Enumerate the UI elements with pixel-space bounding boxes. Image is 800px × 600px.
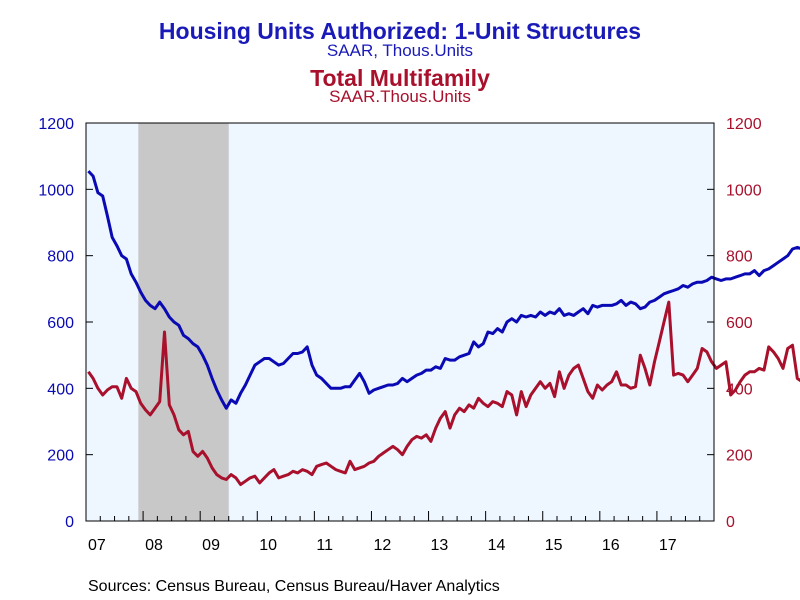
source-note: Sources: Census Bureau, Census Bureau/Ha… xyxy=(88,578,500,595)
x-tick-label: 15 xyxy=(545,537,563,554)
x-tick-label: 16 xyxy=(602,537,620,554)
x-tick-label: 14 xyxy=(488,537,506,554)
x-tick-label: 08 xyxy=(145,537,163,554)
series-line-multifamily xyxy=(87,300,800,486)
series-line-1unit xyxy=(87,170,800,410)
y-left-tick-label: 800 xyxy=(47,249,74,266)
y-left-tick-label: 400 xyxy=(47,381,74,398)
y-left-tick-label: 600 xyxy=(47,315,74,332)
y-left-tick-label: 200 xyxy=(47,448,74,465)
plot-frame xyxy=(85,122,715,522)
y-right-tick-label: 600 xyxy=(726,315,753,332)
x-tick-label: 10 xyxy=(259,537,277,554)
chart-subtitle: SAAR, Thous.Units xyxy=(326,41,474,60)
y-left-tick-label: 1200 xyxy=(38,116,74,133)
y-right-tick-label: 1200 xyxy=(726,116,762,133)
x-tick-label: 09 xyxy=(202,537,220,554)
y-right-tick-label: 1000 xyxy=(726,182,762,199)
y-right-tick-label: 0 xyxy=(726,514,735,531)
y-left-tick-label: 0 xyxy=(65,514,74,531)
y-right-tick-label: 200 xyxy=(726,448,753,465)
chart-title: Housing Units Authorized: 1-Unit Structu… xyxy=(158,18,642,44)
x-tick-label: 11 xyxy=(316,537,333,554)
chart-title-secondary: Total Multifamily xyxy=(310,65,490,91)
y-left-tick-label: 1000 xyxy=(38,182,74,199)
x-tick-label: 07 xyxy=(88,537,106,554)
y-right-tick-label: 400 xyxy=(726,381,753,398)
x-tick-label: 17 xyxy=(659,537,677,554)
x-tick-label: 13 xyxy=(431,537,449,554)
x-tick-label: 12 xyxy=(373,537,391,554)
chart-subtitle-secondary: SAAR.Thous.Units xyxy=(329,87,471,106)
recession-shading xyxy=(138,123,229,521)
y-right-tick-label: 800 xyxy=(726,249,753,266)
